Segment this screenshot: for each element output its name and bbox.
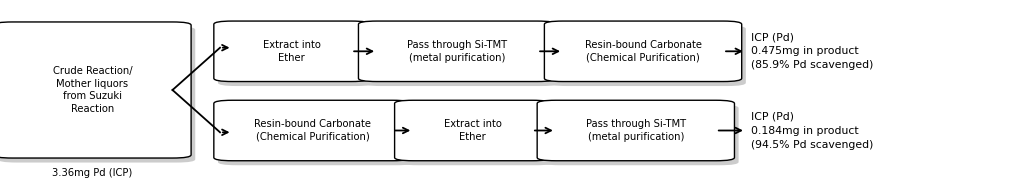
Text: ICP (Pd)
0.184mg in product
(94.5% Pd scavenged): ICP (Pd) 0.184mg in product (94.5% Pd sc…	[751, 111, 873, 150]
FancyBboxPatch shape	[363, 26, 560, 86]
FancyBboxPatch shape	[544, 21, 742, 82]
Text: Extract into
Ether: Extract into Ether	[443, 119, 502, 142]
Text: 3.36mg Pd (ICP): 3.36mg Pd (ICP)	[53, 168, 132, 178]
FancyBboxPatch shape	[549, 26, 746, 86]
Text: ICP (Pd)
0.475mg in product
(85.9% Pd scavenged): ICP (Pd) 0.475mg in product (85.9% Pd sc…	[751, 32, 873, 70]
FancyBboxPatch shape	[214, 21, 370, 82]
FancyBboxPatch shape	[214, 100, 411, 161]
FancyBboxPatch shape	[537, 100, 734, 161]
FancyBboxPatch shape	[395, 100, 551, 161]
Text: Resin-bound Carbonate
(Chemical Purification): Resin-bound Carbonate (Chemical Purifica…	[254, 119, 371, 142]
FancyBboxPatch shape	[218, 105, 415, 165]
FancyBboxPatch shape	[218, 26, 374, 86]
Text: Resin-bound Carbonate
(Chemical Purification): Resin-bound Carbonate (Chemical Purifica…	[585, 40, 701, 63]
FancyBboxPatch shape	[358, 21, 556, 82]
FancyBboxPatch shape	[0, 22, 191, 158]
Text: Pass through Si-TMT
(metal purification): Pass through Si-TMT (metal purification)	[407, 40, 507, 63]
FancyBboxPatch shape	[541, 105, 739, 165]
FancyBboxPatch shape	[0, 26, 195, 163]
Text: Pass through Si-TMT
(metal purification): Pass through Si-TMT (metal purification)	[586, 119, 686, 142]
Text: Crude Reaction/
Mother liquors
from Suzuki
Reaction: Crude Reaction/ Mother liquors from Suzu…	[53, 66, 132, 114]
Text: Extract into
Ether: Extract into Ether	[262, 40, 321, 63]
FancyBboxPatch shape	[399, 105, 555, 165]
